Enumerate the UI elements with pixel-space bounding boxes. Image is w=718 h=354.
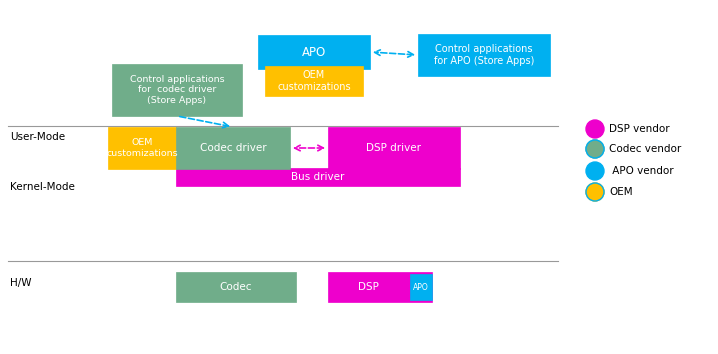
Text: OEM
customizations: OEM customizations [106, 138, 178, 158]
FancyBboxPatch shape [418, 34, 550, 76]
Text: Kernel-Mode: Kernel-Mode [10, 183, 75, 193]
FancyBboxPatch shape [328, 127, 460, 169]
Circle shape [586, 183, 604, 201]
Text: DSP: DSP [358, 282, 378, 292]
Text: Codec vendor: Codec vendor [609, 144, 681, 154]
FancyBboxPatch shape [258, 35, 370, 69]
Text: Codec driver: Codec driver [200, 143, 266, 153]
FancyBboxPatch shape [108, 127, 176, 169]
Text: OEM
customizations: OEM customizations [277, 70, 351, 92]
FancyBboxPatch shape [176, 127, 290, 169]
Text: DSP driver: DSP driver [366, 143, 421, 153]
Circle shape [586, 140, 604, 158]
Text: H/W: H/W [10, 278, 32, 288]
Text: DSP vendor: DSP vendor [609, 124, 670, 134]
Circle shape [586, 162, 604, 180]
FancyBboxPatch shape [176, 168, 460, 186]
Text: Control applications
for APO (Store Apps): Control applications for APO (Store Apps… [434, 44, 534, 66]
Circle shape [586, 120, 604, 138]
Text: Bus driver: Bus driver [292, 172, 345, 182]
FancyBboxPatch shape [328, 272, 432, 302]
FancyBboxPatch shape [410, 274, 432, 300]
Text: OEM: OEM [609, 187, 633, 197]
Text: APO: APO [413, 282, 429, 291]
Text: Codec: Codec [220, 282, 252, 292]
Text: APO: APO [302, 46, 326, 58]
FancyBboxPatch shape [176, 272, 296, 302]
Text: Control applications
for  codec driver
(Store Apps): Control applications for codec driver (S… [130, 75, 224, 105]
Text: APO vendor: APO vendor [609, 166, 673, 176]
Text: User-Mode: User-Mode [10, 132, 65, 142]
FancyBboxPatch shape [265, 66, 363, 96]
FancyBboxPatch shape [112, 64, 242, 116]
